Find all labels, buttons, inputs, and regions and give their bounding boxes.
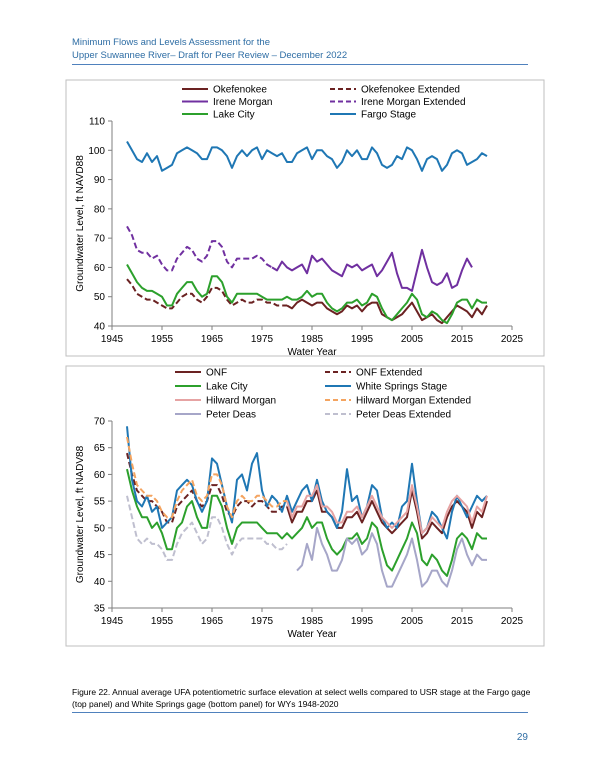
- y-tick-label: 100: [88, 146, 105, 157]
- legend-label-okefenokee-extended: Okefenokee Extended: [361, 85, 460, 96]
- legend-label-peter-deas: Peter Deas: [206, 410, 256, 421]
- legend-label-peter-deas-extended: Peter Deas Extended: [356, 410, 451, 421]
- x-axis-label: Water Year: [287, 347, 337, 358]
- series-line-irene-morgan-extended: [126, 225, 273, 272]
- x-tick-label: 1965: [201, 334, 224, 345]
- x-tick-label: 1955: [151, 616, 174, 627]
- x-tick-label: 1985: [301, 334, 324, 345]
- series-line-hilward-morgan-extended: [126, 436, 287, 519]
- x-tick-label: 2025: [501, 334, 524, 345]
- y-tick-label: 40: [94, 577, 106, 588]
- y-tick-label: 40: [94, 322, 106, 333]
- x-axis-label: Water Year: [287, 629, 337, 640]
- y-tick-label: 35: [94, 604, 106, 615]
- legend-label-onf-extended: ONF Extended: [356, 368, 422, 379]
- legend-label-fargo-stage: Fargo Stage: [361, 110, 416, 121]
- x-tick-label: 1975: [251, 616, 274, 627]
- y-tick-label: 60: [94, 470, 106, 481]
- x-tick-label: 1965: [201, 616, 224, 627]
- y-tick-label: 70: [94, 417, 106, 428]
- y-axis-label: Groundwater Level, ft NAVD88: [75, 155, 86, 292]
- y-tick-label: 45: [94, 550, 106, 561]
- legend-label-lake-city: Lake City: [206, 382, 248, 393]
- legend-label-white-springs-stage: White Springs Stage: [356, 382, 448, 393]
- series-line-lake-city: [126, 264, 487, 325]
- x-tick-label: 1995: [351, 334, 374, 345]
- legend-label-onf: ONF: [206, 368, 227, 379]
- x-tick-label: 2005: [401, 334, 424, 345]
- series-line-peter-deas-extended: [126, 495, 288, 561]
- y-tick-label: 80: [94, 204, 106, 215]
- legend-label-okefenokee: Okefenokee: [213, 85, 267, 96]
- footer-rule: [72, 712, 528, 713]
- x-tick-label: 1945: [101, 334, 124, 345]
- y-tick-label: 70: [94, 234, 106, 245]
- legend-label-lake-city: Lake City: [213, 110, 255, 121]
- top-chart: 40 50 60 70 80 90 100 110 1945 1955 1965 1975 1985 19…: [65, 79, 545, 358]
- series-line-irene-morgan: [271, 248, 473, 292]
- series-line-fargo-stage: [126, 141, 488, 172]
- y-tick-label: 50: [94, 523, 106, 534]
- y-tick-label: 50: [94, 292, 106, 303]
- legend-label-irene-morgan-extended: Irene Morgan Extended: [361, 97, 466, 108]
- series-line-lake-city: [126, 468, 487, 577]
- x-tick-label: 1955: [151, 334, 174, 345]
- y-tick-label: 110: [89, 117, 105, 128]
- x-tick-label: 1975: [251, 334, 274, 345]
- figure-caption: Figure 22. Annual average UFA potentiome…: [72, 687, 531, 709]
- header-rule: [72, 64, 528, 65]
- x-tick-label: 1985: [301, 616, 324, 627]
- x-tick-label: 1995: [351, 616, 374, 627]
- x-tick-label: 2005: [401, 616, 424, 627]
- y-tick-label: 65: [94, 443, 106, 454]
- x-tick-label: 2015: [451, 616, 474, 627]
- series-line-okefenokee-extended: [126, 278, 287, 310]
- header-line-2: Upper Suwannee River– Draft for Peer Rev…: [72, 50, 348, 61]
- y-tick-label: 90: [94, 175, 106, 186]
- y-tick-label: 60: [94, 263, 106, 274]
- y-tick-label: 55: [94, 497, 106, 508]
- page-header: Minimum Flows and Levels Assessment for …: [72, 36, 347, 62]
- bottom-chart: 35 40 45 50 55 60 65 70 1945 1955 1965 1975 1985 1995…: [65, 365, 545, 647]
- y-axis-label: Groundwater Level, ft NADV88: [75, 445, 86, 583]
- header-line-1: Minimum Flows and Levels Assessment for …: [72, 37, 270, 48]
- series-line-hilward-morgan: [286, 484, 488, 535]
- series-line-peter-deas: [296, 526, 487, 588]
- legend-label-hilward-morgan-extended: Hilward Morgan Extended: [356, 396, 471, 407]
- page-number: 29: [516, 732, 528, 743]
- legend-label-hilward-morgan: Hilward Morgan: [206, 396, 276, 407]
- top-chart-frame: [65, 79, 545, 357]
- x-tick-label: 2025: [501, 616, 524, 627]
- legend-label-irene-morgan: Irene Morgan: [213, 97, 272, 108]
- x-tick-label: 2015: [451, 334, 474, 345]
- x-tick-label: 1945: [101, 616, 124, 627]
